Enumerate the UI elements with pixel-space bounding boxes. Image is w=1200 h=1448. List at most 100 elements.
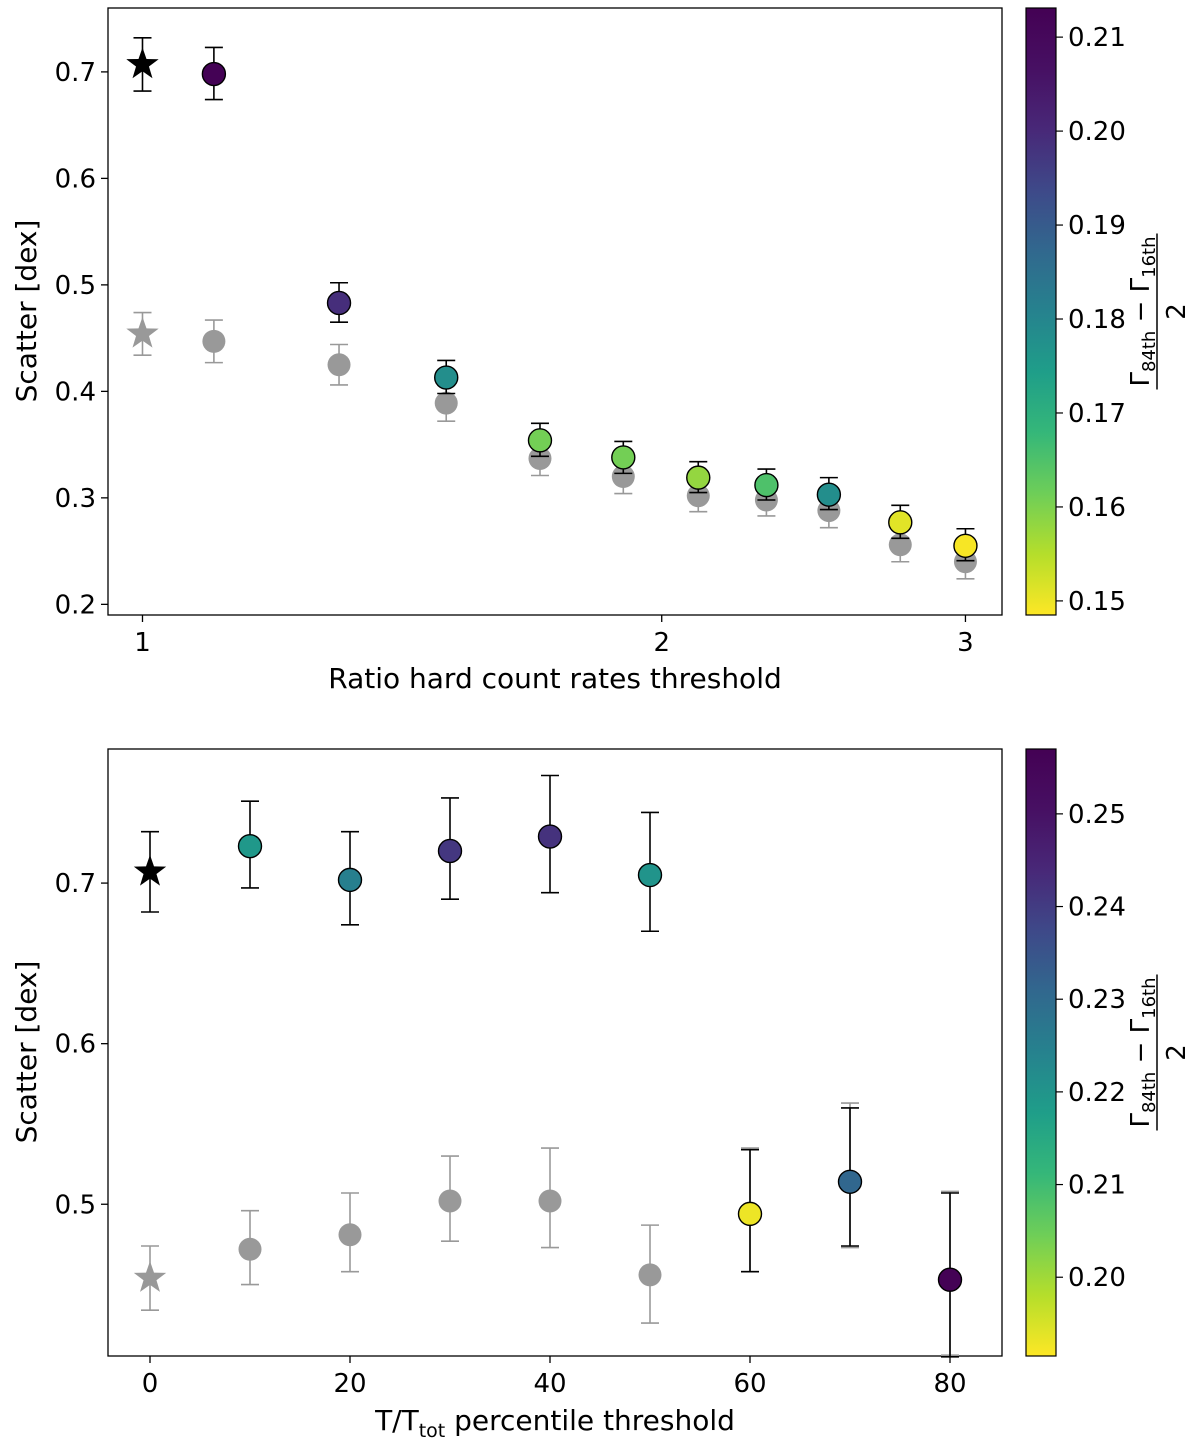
colored-point-2-1 <box>337 867 363 893</box>
colorbar-tick-label-1-1: 0.16 <box>1068 493 1126 523</box>
colored-point-1-0 <box>201 61 227 87</box>
x-tick-label-2-3: 60 <box>733 1369 766 1399</box>
x-tick-label-2-4: 80 <box>933 1369 966 1399</box>
y-tick-label-1-0: 0.2 <box>55 590 96 620</box>
gray-point-2-3 <box>538 1189 562 1213</box>
colored-point-1-2 <box>434 365 459 390</box>
y-tick-label-1-4: 0.6 <box>55 164 96 194</box>
x-axis-label-2-sub: tot <box>419 1420 446 1442</box>
gray-point-2-4 <box>638 1263 662 1287</box>
colored-point-1-9 <box>953 533 978 558</box>
y-tick-label-1-1: 0.3 <box>55 484 96 514</box>
x-axis-label-2: T/Ttot percentile threshold <box>374 1404 735 1442</box>
colorbar-ticks-1: 0.15 0.16 0.17 0.18 0.19 0.20 0.21 Γ84th − Γ16t… <box>1056 23 1192 617</box>
colorbar-tick-label-1-5: 0.20 <box>1068 117 1126 147</box>
gray-star-marker-1 <box>126 316 159 348</box>
x-tick-label-2-2: 40 <box>533 1369 566 1399</box>
x-axis-label-2-main: T/T <box>374 1404 420 1437</box>
colorbar-label-part-1-0: Γ <box>1126 372 1156 387</box>
colorbar-1 <box>1025 7 1057 616</box>
x-tick-label-1-1: 2 <box>653 628 670 658</box>
gray-point-1-5 <box>686 484 710 508</box>
colorbar-tick-label-2-0: 0.20 <box>1068 1263 1126 1293</box>
y-axis-label-2: Scatter [dex] <box>10 961 43 1144</box>
x-tick-label-1-0: 1 <box>134 628 151 658</box>
gray-point-1-3 <box>528 446 552 470</box>
colorbar-label-part-2-3: 16th <box>1139 977 1160 1018</box>
colorbar-label-part-2-0: Γ <box>1126 1113 1156 1128</box>
gray-series-2 <box>133 1102 962 1356</box>
colorbar-tick-label-2-1: 0.21 <box>1068 1171 1126 1201</box>
colorbar-label-denominator-2: 2 <box>1162 1044 1192 1061</box>
colorbar-tick-label-2-2: 0.22 <box>1068 1078 1126 1108</box>
colored-point-2-0 <box>237 833 263 859</box>
colorbar-label-denominator-1: 2 <box>1162 303 1192 320</box>
gray-series-1 <box>126 311 977 580</box>
colored-point-2-6 <box>837 1169 863 1194</box>
colored-point-2-4 <box>637 862 663 888</box>
colored-point-1-7 <box>816 482 842 507</box>
panel-2: 0 20 40 60 80 0.5 0.6 0.7 T/Ttot percentile thr… <box>10 748 1192 1442</box>
x-tick-label-2-1: 20 <box>333 1369 366 1399</box>
y-tick-label-1-3: 0.5 <box>55 271 96 301</box>
colored-series-1 <box>126 37 978 562</box>
colored-point-1-4 <box>611 445 636 470</box>
colorbar-tick-label-1-2: 0.17 <box>1068 399 1126 429</box>
colorbar-tick-label-1-3: 0.18 <box>1068 305 1126 335</box>
colored-point-1-8 <box>888 510 913 535</box>
colorbar-label-numerator-2: Γ84th − Γ16th <box>1126 977 1160 1127</box>
gray-point-1-4 <box>611 465 635 489</box>
gray-point-1-2 <box>434 391 458 415</box>
colorbar-tick-label-2-3: 0.23 <box>1068 985 1126 1015</box>
colored-series-2 <box>133 774 963 1358</box>
colorbar-label-numerator-1: Γ84th − Γ16th <box>1126 236 1160 386</box>
gray-point-2-1 <box>338 1223 362 1247</box>
axis-ticks-1: 1 2 3 0.2 0.3 0.4 0.5 0.6 0.7 <box>55 58 974 658</box>
colored-point-1-6 <box>754 472 779 498</box>
colorbar-tick-label-1-6: 0.21 <box>1068 23 1126 53</box>
colorbar-label-part-1-2: − Γ <box>1126 277 1156 330</box>
x-tick-label-2-0: 0 <box>142 1369 159 1399</box>
x-axis-label-2-tail: percentile threshold <box>445 1404 735 1437</box>
y-axis-label-1: Scatter [dex] <box>10 220 43 403</box>
colorbar-2 <box>1025 748 1057 1357</box>
reference-star-marker-1 <box>126 47 159 79</box>
plot-frame-1 <box>107 7 1003 616</box>
gray-point-2-2 <box>438 1189 462 1213</box>
y-tick-label-2-2: 0.7 <box>55 869 96 899</box>
colorbar-tick-label-2-4: 0.24 <box>1068 893 1126 923</box>
colored-point-2-3 <box>537 824 563 849</box>
gray-star-marker-2 <box>133 1261 167 1292</box>
colored-point-2-5 <box>737 1201 763 1227</box>
plot-frame-2 <box>107 748 1003 1357</box>
colored-point-2-2 <box>437 838 463 864</box>
gray-point-2-0 <box>238 1237 262 1261</box>
colored-point-1-5 <box>686 465 711 490</box>
x-tick-label-1-2: 3 <box>957 628 974 658</box>
colored-point-1-3 <box>527 428 553 453</box>
colored-point-1-1 <box>326 290 352 316</box>
y-tick-label-1-2: 0.4 <box>55 377 96 407</box>
colorbar-tick-label-1-0: 0.15 <box>1068 587 1126 617</box>
gray-point-1-0 <box>202 329 226 353</box>
colorbar-label-part-2-2: − Γ <box>1126 1018 1156 1071</box>
colorbar-label-part-1-3: 16th <box>1139 236 1160 277</box>
y-tick-label-1-5: 0.7 <box>55 58 96 88</box>
colorbar-label-part-1-1: 84th <box>1139 331 1160 372</box>
colorbar-tick-label-1-4: 0.19 <box>1068 211 1126 241</box>
x-axis-label-1: Ratio hard count rates threshold <box>328 662 782 695</box>
colored-point-2-7 <box>937 1267 963 1292</box>
panel-1: 1 2 3 0.2 0.3 0.4 0.5 0.6 0.7 Ratio hard count r… <box>10 7 1192 695</box>
colorbar-label-part-2-1: 84th <box>1139 1072 1160 1113</box>
colorbar-tick-label-2-5: 0.25 <box>1068 800 1126 830</box>
y-tick-label-2-0: 0.5 <box>55 1190 96 1220</box>
axis-ticks-2: 0 20 40 60 80 0.5 0.6 0.7 <box>55 869 967 1399</box>
y-tick-label-2-1: 0.6 <box>55 1030 96 1060</box>
reference-star-marker-2 <box>133 854 167 886</box>
gray-point-1-1 <box>327 353 351 377</box>
